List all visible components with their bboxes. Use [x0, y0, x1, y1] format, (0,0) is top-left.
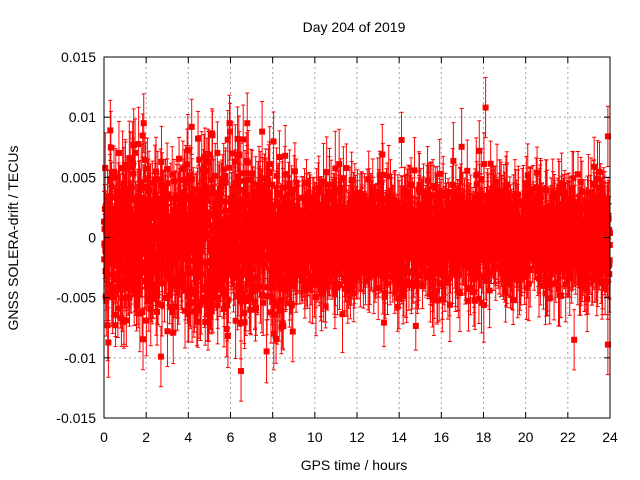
data-point: [290, 329, 296, 335]
data-point: [266, 170, 272, 176]
data-point: [132, 150, 138, 156]
data-point: [244, 120, 250, 126]
data-point: [144, 166, 150, 172]
data-point: [116, 150, 122, 156]
data-point: [184, 161, 190, 167]
data-point: [195, 319, 201, 325]
data-point: [271, 139, 277, 145]
data-point: [105, 322, 111, 328]
data-point: [105, 339, 111, 345]
data-point: [292, 168, 298, 174]
data-point: [123, 317, 129, 323]
data-point: [189, 124, 195, 130]
data-point: [253, 305, 259, 311]
data-point: [269, 182, 275, 188]
data-point: [195, 136, 201, 142]
data-point: [225, 333, 231, 339]
data-point: [209, 132, 215, 138]
data-point: [226, 165, 232, 171]
data-point: [236, 152, 242, 158]
data-point: [141, 120, 147, 126]
data-point: [108, 145, 114, 151]
data-point: [264, 348, 270, 354]
data-point: [139, 309, 145, 315]
data-point: [282, 153, 288, 159]
data-point: [313, 294, 319, 300]
data-point: [265, 284, 271, 290]
data-point: [244, 170, 250, 176]
data-point: [226, 120, 232, 126]
data-point: [140, 336, 146, 342]
data-point: [164, 328, 170, 334]
data-point: [242, 319, 248, 325]
data-point: [176, 156, 182, 162]
data-point: [280, 323, 286, 329]
data-point: [164, 180, 170, 186]
data-point: [240, 136, 246, 142]
data-point: [146, 187, 152, 193]
data-point: [214, 150, 220, 156]
data-point: [260, 300, 266, 306]
data-point: [245, 160, 251, 166]
